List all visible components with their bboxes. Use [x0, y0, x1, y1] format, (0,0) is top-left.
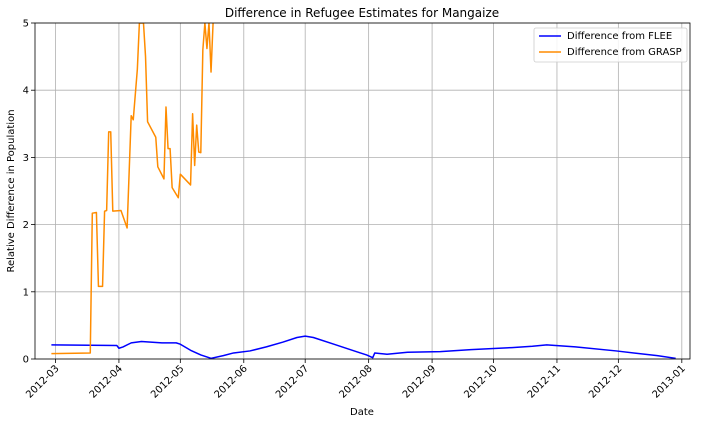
y-tick-label: 2 — [23, 220, 29, 231]
x-tick-label: 2012-10 — [462, 363, 499, 400]
x-tick-label: 2012-06 — [213, 363, 250, 400]
x-ticks: 2012-03 2012-04 2012-05 2012-06 2012-07 2012-… — [24, 359, 688, 401]
grid — [35, 22, 690, 360]
x-tick-label: 2012-12 — [587, 363, 624, 400]
y-tick-label: 1 — [23, 287, 29, 298]
y-tick-label: 4 — [23, 86, 29, 97]
x-tick-label: 2012-08 — [337, 363, 374, 400]
legend-box — [533, 27, 688, 63]
y-tick-label: 5 — [23, 19, 29, 30]
y-tick-label: 3 — [23, 153, 29, 164]
x-tick-label: 2012-07 — [274, 363, 311, 400]
y-ticks: 0 1 2 3 4 5 — [23, 19, 35, 366]
x-tick-label: 2012-03 — [24, 363, 61, 400]
series-layer — [51, 23, 676, 359]
plot-frame — [34, 22, 691, 360]
x-tick-label: 2013-01 — [651, 363, 688, 400]
series-line-grasp — [51, 23, 214, 355]
chart-title: Difference in Refugee Estimates for Mang… — [225, 6, 499, 20]
x-tick-label: 2012-09 — [401, 363, 438, 400]
series-line-flee — [51, 335, 676, 359]
legend-label-grasp: Difference from GRASP — [567, 47, 682, 58]
x-tick-label: 2012-05 — [149, 363, 186, 400]
legend-label-flee: Difference from FLEE — [567, 31, 672, 42]
y-tick-label: 0 — [23, 355, 29, 366]
legend: Difference from FLEE Difference from GRA… — [533, 27, 688, 63]
y-axis-label: Relative Difference in Population — [6, 109, 17, 272]
x-tick-label: 2012-11 — [526, 363, 563, 400]
x-tick-label: 2012-04 — [88, 363, 125, 400]
x-axis-label: Date — [350, 407, 374, 418]
